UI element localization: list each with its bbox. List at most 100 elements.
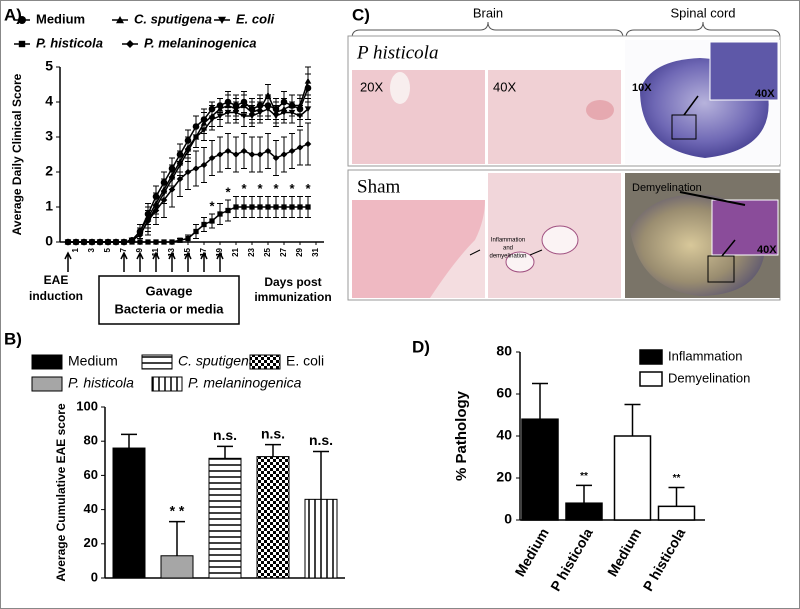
significance-mark: * (289, 181, 295, 196)
error-bar (576, 484, 592, 504)
magnification: 20X (360, 79, 383, 94)
arrow (679, 191, 746, 206)
x-tick-label: 5 (103, 247, 112, 252)
arrow (200, 251, 208, 272)
magnification: 40X (493, 79, 516, 94)
arrow (529, 249, 543, 256)
marker (145, 239, 151, 245)
annotation: Inflammation (491, 238, 525, 244)
significance-mark: * (241, 181, 247, 196)
x-tick-label: 27 (279, 247, 288, 256)
image-title: Sham (357, 176, 401, 197)
significance-label: n.s. (261, 425, 285, 441)
marker (224, 147, 232, 155)
significance-mark: * (257, 181, 263, 196)
bar (256, 456, 290, 579)
significance-label: * * (170, 502, 185, 518)
y-tick-label: 3 (45, 128, 53, 144)
legend-label: P. melaninogenica (144, 35, 256, 50)
x-tick-label: 25 (263, 247, 272, 256)
marker (264, 147, 272, 155)
marker (201, 221, 207, 228)
arrow (64, 251, 72, 272)
marker (249, 204, 255, 210)
marker (192, 165, 200, 172)
inset (711, 199, 779, 256)
annotation: Demyelination (632, 182, 702, 194)
y-axis-label: Average Daily Clinical Score (10, 73, 24, 235)
marker (304, 106, 312, 113)
x-tick-label: 9 (135, 247, 144, 252)
marker (265, 204, 271, 210)
significance-mark: * (273, 181, 279, 196)
marker (104, 238, 112, 246)
marker (153, 239, 159, 245)
marker (232, 109, 240, 116)
brace (625, 21, 781, 39)
annotation: Gavage (146, 283, 193, 298)
significance-mark: * (209, 198, 215, 213)
significance-label: n.s. (309, 432, 333, 448)
image-title: P histicola (356, 42, 438, 63)
legend-swatch (639, 349, 663, 365)
legend-swatch (151, 376, 183, 392)
legend-label: Medium (36, 11, 85, 26)
legend-swatch (31, 354, 63, 370)
arrow (216, 251, 224, 272)
tissue (430, 200, 485, 298)
marker (256, 109, 264, 116)
legend-label: E. coli (236, 11, 275, 26)
error-bar (313, 450, 329, 500)
error-bar (624, 403, 641, 436)
x-tick-label: 11 (151, 247, 160, 256)
marker (177, 237, 183, 243)
annotation: demyelination (489, 254, 526, 260)
panel-c: C) Brain Spinal cord P histicola 20X 40X… (347, 5, 781, 301)
marker (240, 147, 248, 155)
marker (208, 116, 216, 123)
legend-label: E. coli (286, 353, 324, 369)
x-tick-label: 3 (87, 247, 96, 252)
y-tick-label: 80 (84, 433, 98, 448)
annotation: EAE (44, 273, 69, 287)
y-tick-label: 20 (84, 535, 98, 550)
marker (224, 109, 232, 116)
marker (232, 151, 240, 158)
marker (233, 204, 239, 210)
legend-label: P. histicola (36, 35, 103, 50)
marker (296, 113, 304, 120)
marker (144, 217, 152, 225)
annotation: and (503, 246, 513, 252)
marker (184, 148, 192, 155)
legend-marker (218, 16, 226, 24)
arrow (184, 251, 192, 272)
legend-label: C. sputigena (178, 353, 257, 369)
marker (112, 238, 120, 246)
marker (176, 175, 184, 183)
marker (88, 238, 96, 246)
marker (248, 113, 256, 120)
significance-label: ** (673, 473, 681, 484)
marker (289, 204, 295, 210)
micrograph (352, 70, 485, 164)
marker (257, 204, 263, 210)
bar (304, 498, 338, 579)
region-label: Brain (473, 5, 503, 20)
marker (136, 231, 144, 239)
region-label: Spinal cord (670, 5, 735, 20)
y-tick-label: 0 (45, 233, 53, 249)
marker (248, 151, 256, 158)
magnification: 40X (755, 88, 775, 100)
significance-label: ** (580, 471, 588, 482)
y-tick-label: 60 (496, 385, 512, 401)
x-tick-label: P histicola (640, 525, 689, 594)
marker (264, 106, 272, 113)
marker (280, 109, 288, 116)
inset (709, 41, 779, 101)
panel-label: B) (4, 329, 22, 348)
tissue (390, 72, 410, 104)
x-axis-label: Days post (264, 275, 321, 289)
marker (192, 134, 200, 141)
marker (193, 228, 199, 235)
